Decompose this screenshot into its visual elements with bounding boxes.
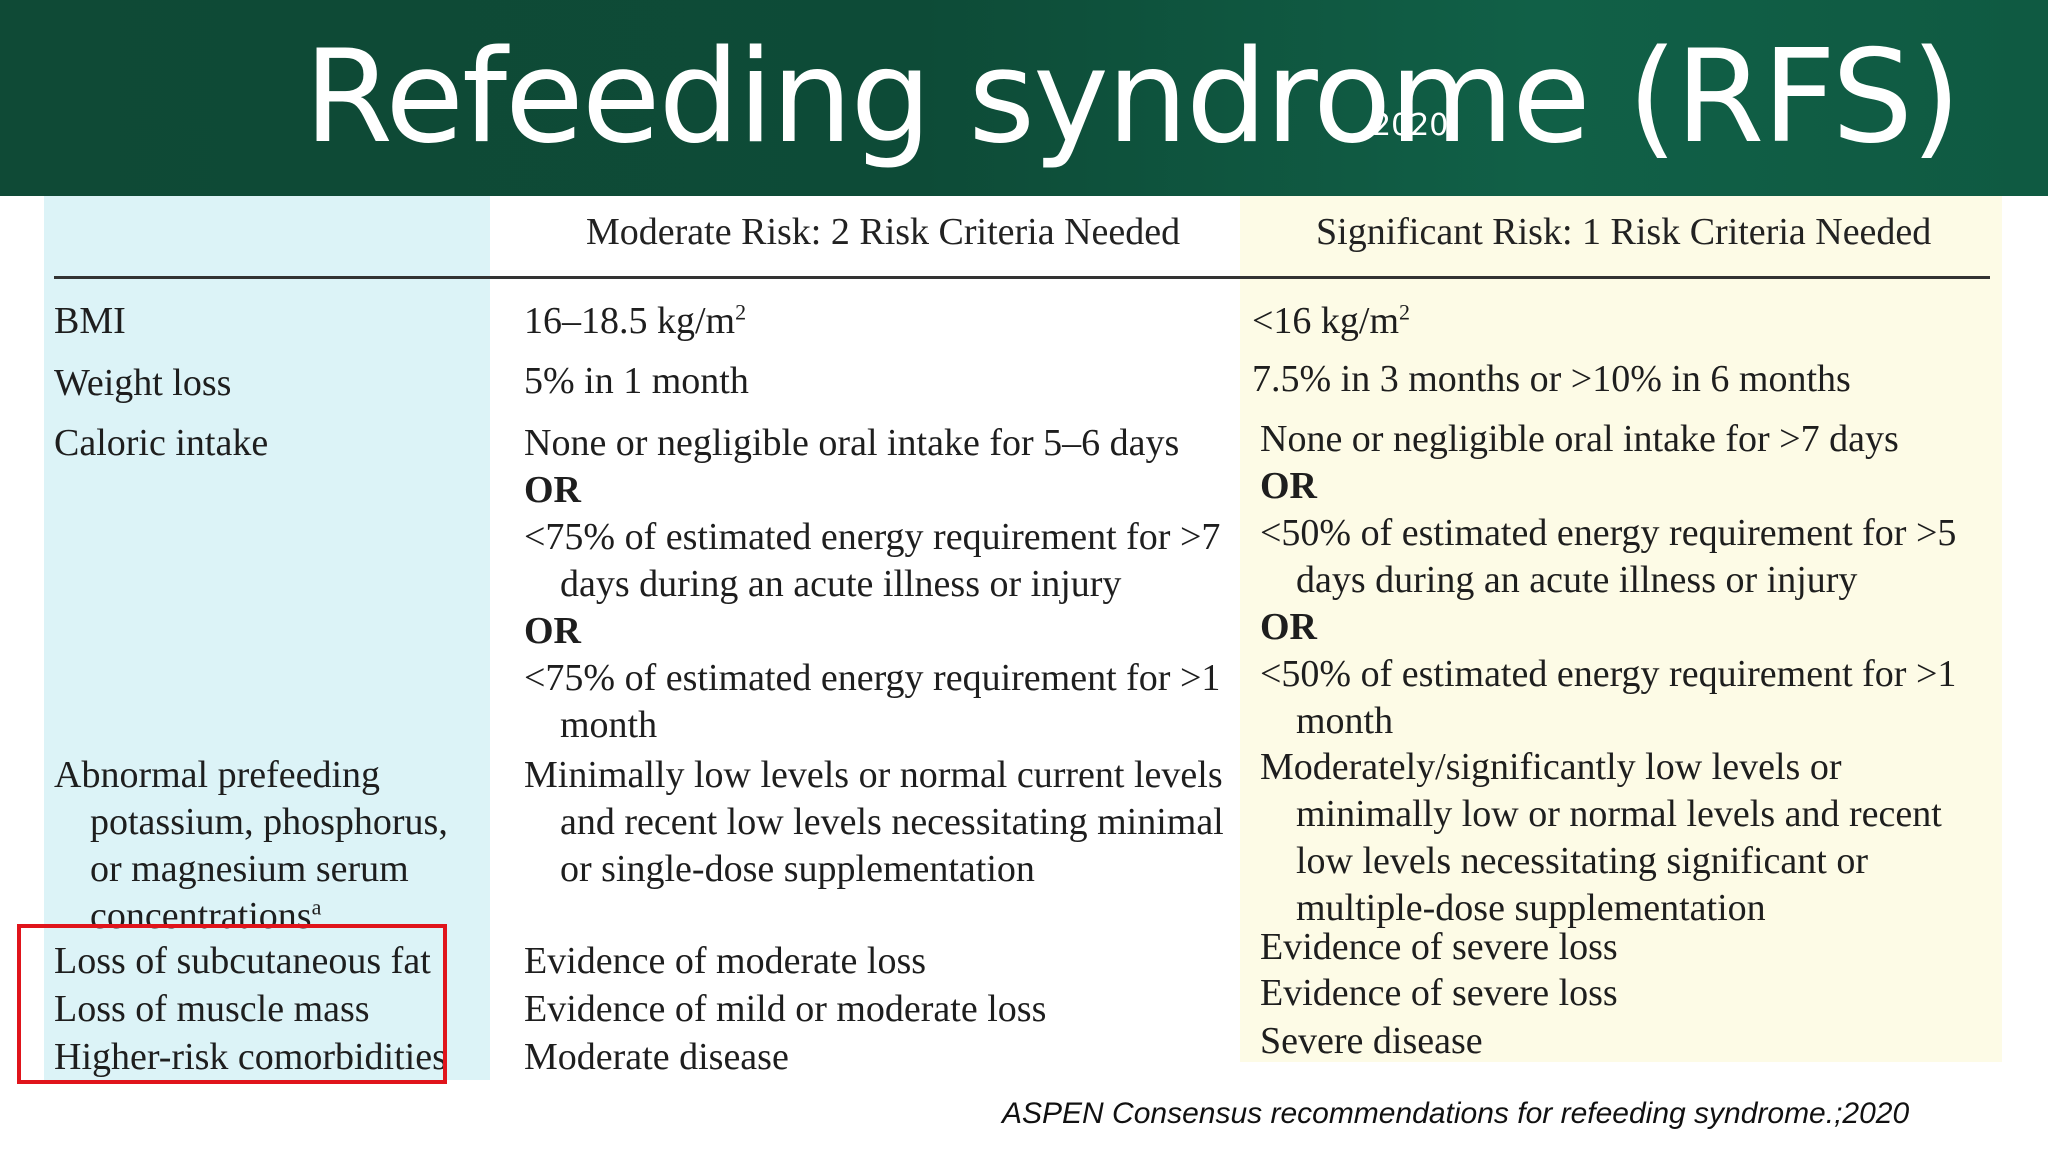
significant-muscle-mass: Evidence of severe loss xyxy=(1260,972,1618,1014)
significant-comorbidities: Severe disease xyxy=(1260,1020,1483,1062)
moderate-caloric-intake: None or negligible oral intake for 5–6 d… xyxy=(524,422,1221,746)
moderate-comorbidities: Moderate disease xyxy=(524,1036,789,1078)
moderate-bmi: 16–18.5 kg/m2 xyxy=(524,299,747,342)
row-label-weight-loss: Weight loss xyxy=(54,362,232,404)
header-rule-left xyxy=(54,276,490,279)
row-label-electrolytes: Abnormal prefeeding potassium, phosphoru… xyxy=(54,754,448,937)
moderate-electrolytes: Minimally low levels or normal current l… xyxy=(524,754,1224,890)
significant-caloric-intake: None or negligible oral intake for >7 da… xyxy=(1260,418,1957,742)
moderate-weight-loss: 5% in 1 month xyxy=(524,360,749,402)
title-year: 2020 xyxy=(1372,108,1449,143)
slide-header: Refeeding syndrome (RFS) 2020 xyxy=(0,0,2048,196)
significant-risk-header: Significant Risk: 1 Risk Criteria Needed xyxy=(1316,211,1932,253)
moderate-subcutaneous-fat: Evidence of moderate loss xyxy=(524,940,927,982)
moderate-risk-header: Moderate Risk: 2 Risk Criteria Needed xyxy=(586,211,1181,253)
significant-electrolytes: Moderately/significantly low levels or m… xyxy=(1260,746,1942,929)
row-label-caloric-intake: Caloric intake xyxy=(54,422,269,464)
significant-bmi: <16 kg/m2 xyxy=(1252,299,1411,342)
header-rule-right xyxy=(490,276,1990,279)
moderate-muscle-mass: Evidence of mild or moderate loss xyxy=(524,988,1047,1030)
row-label-bmi: BMI xyxy=(54,300,126,342)
label-column-background xyxy=(44,196,490,1080)
slide-title: Refeeding syndrome (RFS) xyxy=(304,23,1961,172)
significant-subcutaneous-fat: Evidence of severe loss xyxy=(1260,926,1618,968)
citation: ASPEN Consensus recommendations for refe… xyxy=(1002,1097,1910,1130)
significant-column-background xyxy=(1240,196,2002,1062)
highlight-box xyxy=(17,924,447,1084)
significant-weight-loss: 7.5% in 3 months or >10% in 6 months xyxy=(1252,358,1851,400)
row-label-subcutaneous-fat: Loss of subcutaneous fat xyxy=(54,940,431,982)
row-label-muscle-mass: Loss of muscle mass xyxy=(54,988,370,1030)
row-label-comorbidities: Higher-risk comorbidities xyxy=(54,1036,447,1078)
